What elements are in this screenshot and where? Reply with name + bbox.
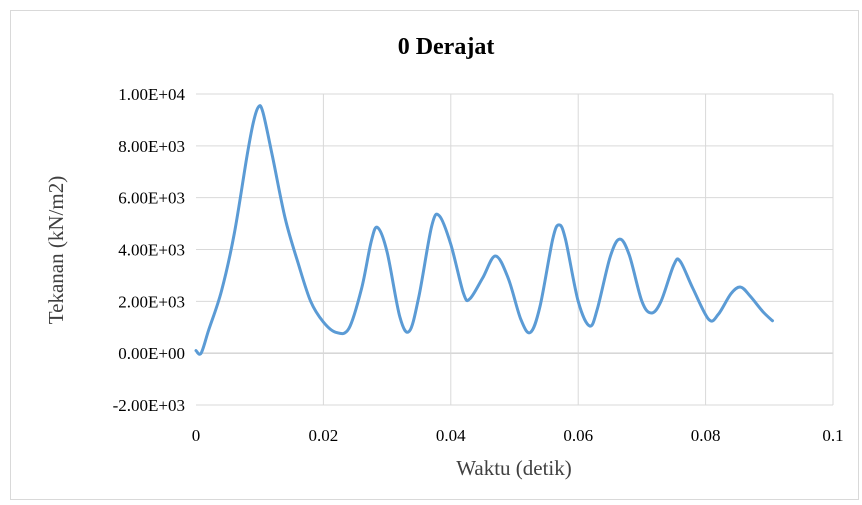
x-tick-label: 0 bbox=[192, 426, 201, 445]
x-tick-label: 0.06 bbox=[563, 426, 593, 445]
series-lines bbox=[194, 104, 774, 356]
y-tick-label: -2.00E+03 bbox=[113, 396, 185, 415]
y-tick-label: 8.00E+03 bbox=[118, 137, 185, 156]
x-tick-label: 0.1 bbox=[822, 426, 843, 445]
x-tick-label: 0.02 bbox=[309, 426, 339, 445]
y-tick-label: 0.00E+00 bbox=[118, 344, 185, 363]
x-axis-label: Waktu (detik) bbox=[456, 456, 572, 480]
y-tick-label: 6.00E+03 bbox=[118, 189, 185, 208]
y-axis-ticks: -2.00E+03 0.00E+00 2.00E+03 4.00E+03 6.00E+0… bbox=[113, 85, 186, 415]
chart-frame bbox=[10, 10, 859, 500]
y-tick-label: 4.00E+03 bbox=[118, 241, 185, 260]
y-tick-label: 1.00E+04 bbox=[118, 85, 185, 104]
y-axis-label: Tekanan (kN/m2) bbox=[44, 176, 68, 324]
chart-title: 0 Derajat bbox=[398, 34, 495, 60]
series-line-1 bbox=[194, 104, 774, 356]
grid-lines bbox=[196, 93, 834, 406]
y-tick-label: 2.00E+03 bbox=[118, 292, 185, 311]
x-axis-ticks: 0 0.02 0.04 0.06 0.08 0.1 bbox=[192, 426, 844, 445]
x-tick-label: 0.08 bbox=[691, 426, 721, 445]
x-tick-label: 0.04 bbox=[436, 426, 466, 445]
